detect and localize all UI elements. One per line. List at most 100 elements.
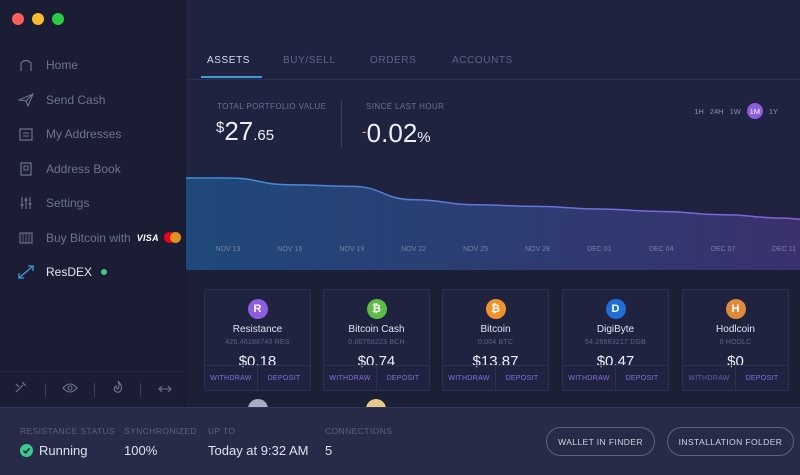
withdraw-button[interactable]: WITHDRAW xyxy=(688,374,730,382)
chart-area-fill xyxy=(186,178,800,270)
sidebar-item-home[interactable]: Home xyxy=(0,48,186,83)
sidebar: Home Send Cash My Addresses Address Book… xyxy=(0,0,186,407)
period-1h[interactable]: 1H xyxy=(694,106,704,116)
tab-assets[interactable]: ASSETS xyxy=(207,55,251,66)
toolbar-divider xyxy=(44,382,46,397)
chart-x-tick-label: NOV 22 xyxy=(401,246,427,253)
sidebar-nav: Home Send Cash My Addresses Address Book… xyxy=(0,48,186,290)
total-portfolio-label: TOTAL PORTFOLIO VALUE xyxy=(217,102,327,111)
currency-symbol: $ xyxy=(216,119,225,136)
deposit-button[interactable]: DEPOSIT xyxy=(495,366,548,390)
chart-x-tick-label: NOV 13 xyxy=(215,246,241,253)
tab-accounts[interactable]: ACCOUNTS xyxy=(452,55,513,66)
sidebar-item-label: Home xyxy=(46,58,79,73)
withdraw-button[interactable]: WITHDRAW xyxy=(210,374,252,382)
main-panel: ASSETS BUY/SELL ORDERS ACCOUNTS TOTAL PO… xyxy=(186,0,800,407)
sidebar-item-address-book[interactable]: Address Book xyxy=(0,152,186,187)
digibyte-coin-icon: D xyxy=(605,299,626,319)
asset-card-hodlcoin: H Hodlcoin 0 HODLC $0 WITHDRAW DEPOSIT xyxy=(682,289,789,391)
period-1y[interactable]: 1Y xyxy=(768,106,778,116)
deposit-button[interactable]: DEPOSIT xyxy=(376,366,429,390)
tab-orders[interactable]: ORDERS xyxy=(370,55,417,66)
installation-folder-button[interactable]: INSTALLATION FOLDER xyxy=(667,427,794,456)
tab-buy-sell[interactable]: BUY/SELL xyxy=(283,55,336,66)
zoom-window-button[interactable] xyxy=(52,13,64,25)
asset-amount: 0.004 BTC xyxy=(477,339,514,346)
wallet-icon xyxy=(17,125,35,143)
since-last-hour-label: SINCE LAST HOUR xyxy=(366,102,445,111)
period-1m[interactable]: 1M xyxy=(746,103,763,119)
home-icon xyxy=(17,56,35,74)
active-tab-indicator xyxy=(201,76,262,78)
period-24h[interactable]: 24H xyxy=(709,106,724,116)
card-icon xyxy=(17,229,35,247)
sidebar-item-resdex[interactable]: ResDEX xyxy=(0,255,186,290)
change-sign: - xyxy=(362,123,367,139)
resistance-coin-icon: R xyxy=(247,299,268,319)
chart-x-tick-label: DEC 04 xyxy=(648,246,674,253)
change-number: 0.02 xyxy=(366,118,418,148)
asset-name: DigiByte xyxy=(596,324,635,335)
asset-amount: 426.46186749 RES xyxy=(225,339,290,346)
asset-name: Resistance xyxy=(232,324,283,335)
toolbar-divider xyxy=(140,382,142,397)
withdraw-button[interactable]: WITHDRAW xyxy=(448,374,490,382)
flame-icon[interactable] xyxy=(112,380,124,399)
check-icon xyxy=(20,444,33,457)
up-to-label: UP TO xyxy=(208,426,236,436)
eye-icon[interactable] xyxy=(62,381,78,399)
sidebar-toolbar xyxy=(0,371,186,407)
sidebar-item-send-cash[interactable]: Send Cash xyxy=(0,83,186,118)
chart-series-line xyxy=(186,177,800,220)
swap-icon[interactable] xyxy=(157,381,172,399)
tools-icon[interactable] xyxy=(14,380,28,399)
visa-logo: VISA xyxy=(136,232,159,243)
send-icon xyxy=(17,91,35,109)
chart-x-tick-label: NOV 16 xyxy=(277,246,303,253)
chart-x-tick-label: NOV 19 xyxy=(339,246,365,253)
mastercard-icon xyxy=(163,232,182,244)
asset-card-bitcoin-cash: ₿ Bitcoin Cash 0.00758223 BCH $0.74 WITH… xyxy=(323,289,430,391)
wallet-in-finder-button[interactable]: WALLET IN FINDER xyxy=(546,427,655,456)
withdraw-button[interactable]: WITHDRAW xyxy=(568,374,610,382)
resistance-status-label: RESISTANCE STATUS xyxy=(20,426,116,436)
chart-x-tick-label: DEC 01 xyxy=(587,246,612,253)
chart-x-tick-label: DEC 07 xyxy=(710,246,736,253)
bitcoin-cash-coin-icon: ₿ xyxy=(366,299,387,319)
sidebar-item-buy-bitcoin[interactable]: Buy Bitcoin with VISA xyxy=(0,221,186,256)
asset-cards-area: R Resistance 426.46186749 RES $0.18 WITH… xyxy=(186,270,800,407)
asset-amount: 54.28683217 DGB xyxy=(585,339,646,346)
window-controls xyxy=(12,13,64,25)
synchronized-label: SYNCHRONIZED xyxy=(124,426,197,436)
deposit-button[interactable]: DEPOSIT xyxy=(615,366,668,390)
minimize-window-button[interactable] xyxy=(32,13,44,25)
sidebar-item-my-addresses[interactable]: My Addresses xyxy=(0,117,186,152)
toolbar-divider xyxy=(94,382,96,397)
sidebar-item-label: Address Book xyxy=(46,161,121,176)
sliders-icon xyxy=(17,194,35,212)
stat-divider xyxy=(341,100,342,148)
change-unit: % xyxy=(417,129,431,146)
exchange-icon xyxy=(17,263,35,281)
asset-card-bitcoin: ₿ Bitcoin 0.004 BTC $13.87 WITHDRAW DEPO… xyxy=(442,289,549,391)
close-window-button[interactable] xyxy=(12,13,24,25)
chart-x-tick-label: NOV 28 xyxy=(524,246,550,253)
status-bar: RESISTANCE STATUS Running SYNCHRONIZED 1… xyxy=(0,407,800,475)
total-main: 27 xyxy=(224,116,254,146)
coin-icon-partial xyxy=(366,399,386,407)
sidebar-item-label: My Addresses xyxy=(46,127,122,142)
deposit-button[interactable]: DEPOSIT xyxy=(735,366,788,390)
sidebar-item-label: ResDEX xyxy=(46,265,93,280)
period-1w[interactable]: 1W xyxy=(729,106,741,116)
synchronized-value: 100% xyxy=(124,443,158,458)
tab-bar: ASSETS BUY/SELL ORDERS ACCOUNTS xyxy=(186,0,800,80)
asset-card-digibyte: D DigiByte 54.28683217 DGB $0.47 WITHDRA… xyxy=(562,289,669,391)
sidebar-item-label: Settings xyxy=(46,196,90,211)
connections-value: 5 xyxy=(325,443,333,458)
sidebar-item-settings[interactable]: Settings xyxy=(0,186,186,221)
sidebar-item-label: Buy Bitcoin with xyxy=(46,230,131,245)
portfolio-chart xyxy=(186,177,800,270)
resistance-status-value: Running xyxy=(39,443,88,458)
deposit-button[interactable]: DEPOSIT xyxy=(257,366,310,390)
withdraw-button[interactable]: WITHDRAW xyxy=(329,374,371,382)
